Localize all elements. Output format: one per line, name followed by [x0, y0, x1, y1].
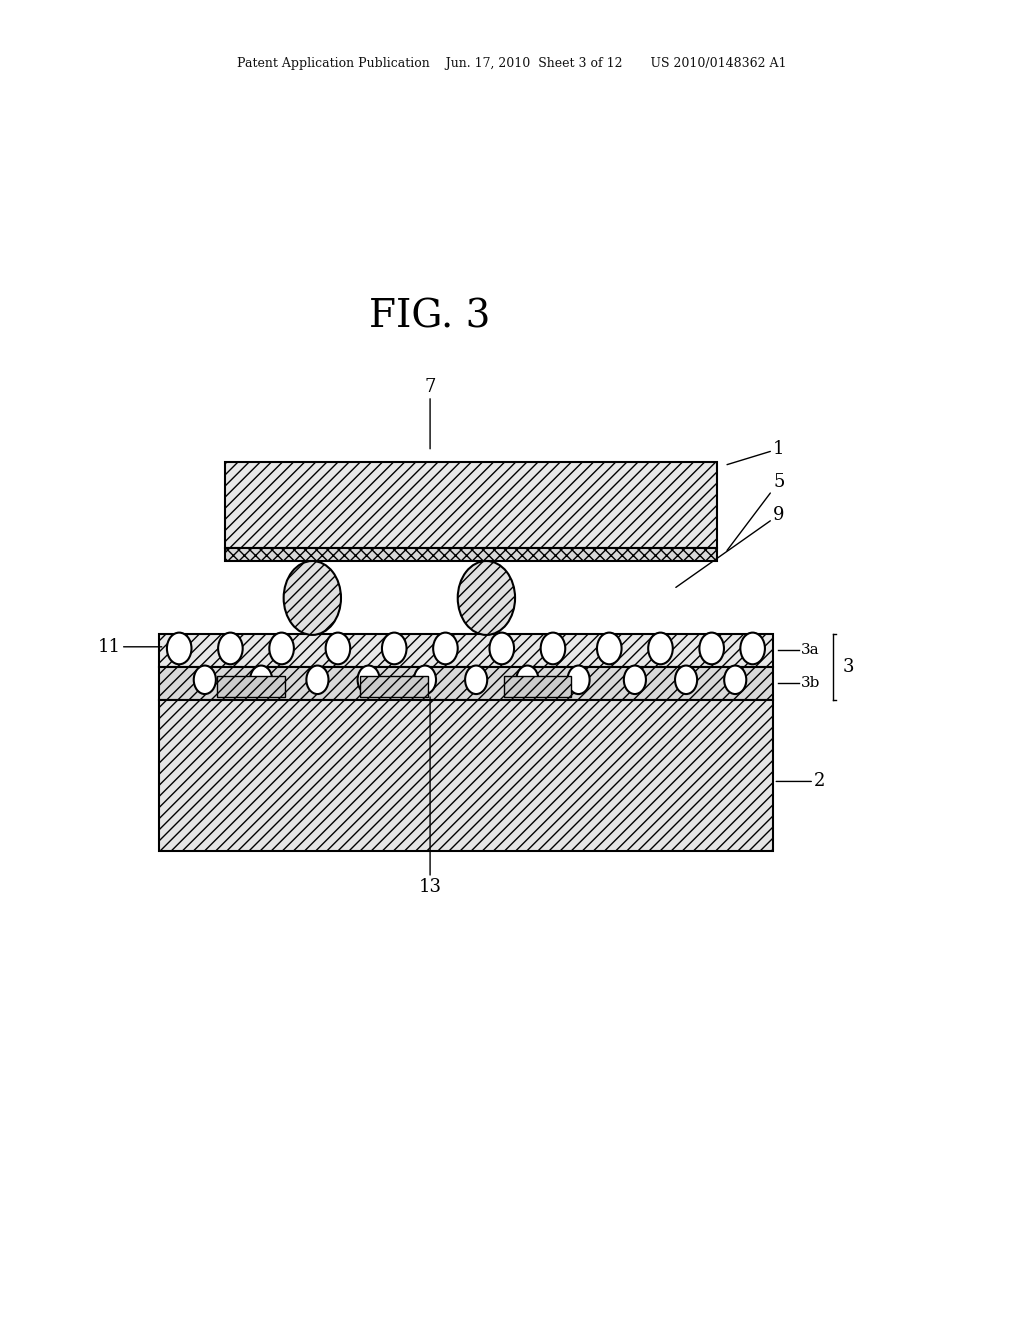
Circle shape: [541, 632, 565, 664]
Circle shape: [648, 632, 673, 664]
Bar: [504, 676, 571, 697]
Bar: [159, 667, 773, 700]
Bar: [159, 700, 773, 851]
Text: FIG. 3: FIG. 3: [370, 298, 490, 335]
Text: 1: 1: [727, 440, 784, 465]
Circle shape: [167, 632, 191, 664]
Bar: [225, 548, 717, 561]
Circle shape: [699, 632, 724, 664]
Circle shape: [489, 632, 514, 664]
Bar: [225, 462, 717, 548]
Circle shape: [597, 632, 622, 664]
Circle shape: [269, 632, 294, 664]
Text: 13: 13: [419, 697, 441, 896]
Text: 11: 11: [98, 638, 162, 656]
Circle shape: [284, 561, 341, 635]
Circle shape: [306, 665, 329, 694]
Circle shape: [382, 632, 407, 664]
Text: Patent Application Publication    Jun. 17, 2010  Sheet 3 of 12       US 2010/014: Patent Application Publication Jun. 17, …: [238, 57, 786, 70]
Text: 2: 2: [776, 772, 825, 791]
Bar: [360, 676, 428, 697]
Circle shape: [516, 665, 539, 694]
Circle shape: [218, 632, 243, 664]
Circle shape: [194, 665, 216, 694]
Bar: [217, 676, 285, 697]
Circle shape: [724, 665, 746, 694]
Circle shape: [465, 665, 487, 694]
Circle shape: [624, 665, 646, 694]
Circle shape: [740, 632, 765, 664]
Text: 3a: 3a: [801, 643, 819, 657]
Bar: [159, 634, 773, 667]
Text: 3: 3: [843, 657, 854, 676]
Text: 7: 7: [424, 378, 436, 449]
Circle shape: [433, 632, 458, 664]
Text: 5: 5: [727, 473, 784, 550]
Circle shape: [675, 665, 697, 694]
Circle shape: [567, 665, 590, 694]
Circle shape: [357, 665, 380, 694]
Circle shape: [414, 665, 436, 694]
Circle shape: [458, 561, 515, 635]
Circle shape: [250, 665, 272, 694]
Circle shape: [326, 632, 350, 664]
Text: 3b: 3b: [801, 676, 820, 690]
Text: 9: 9: [676, 506, 784, 587]
